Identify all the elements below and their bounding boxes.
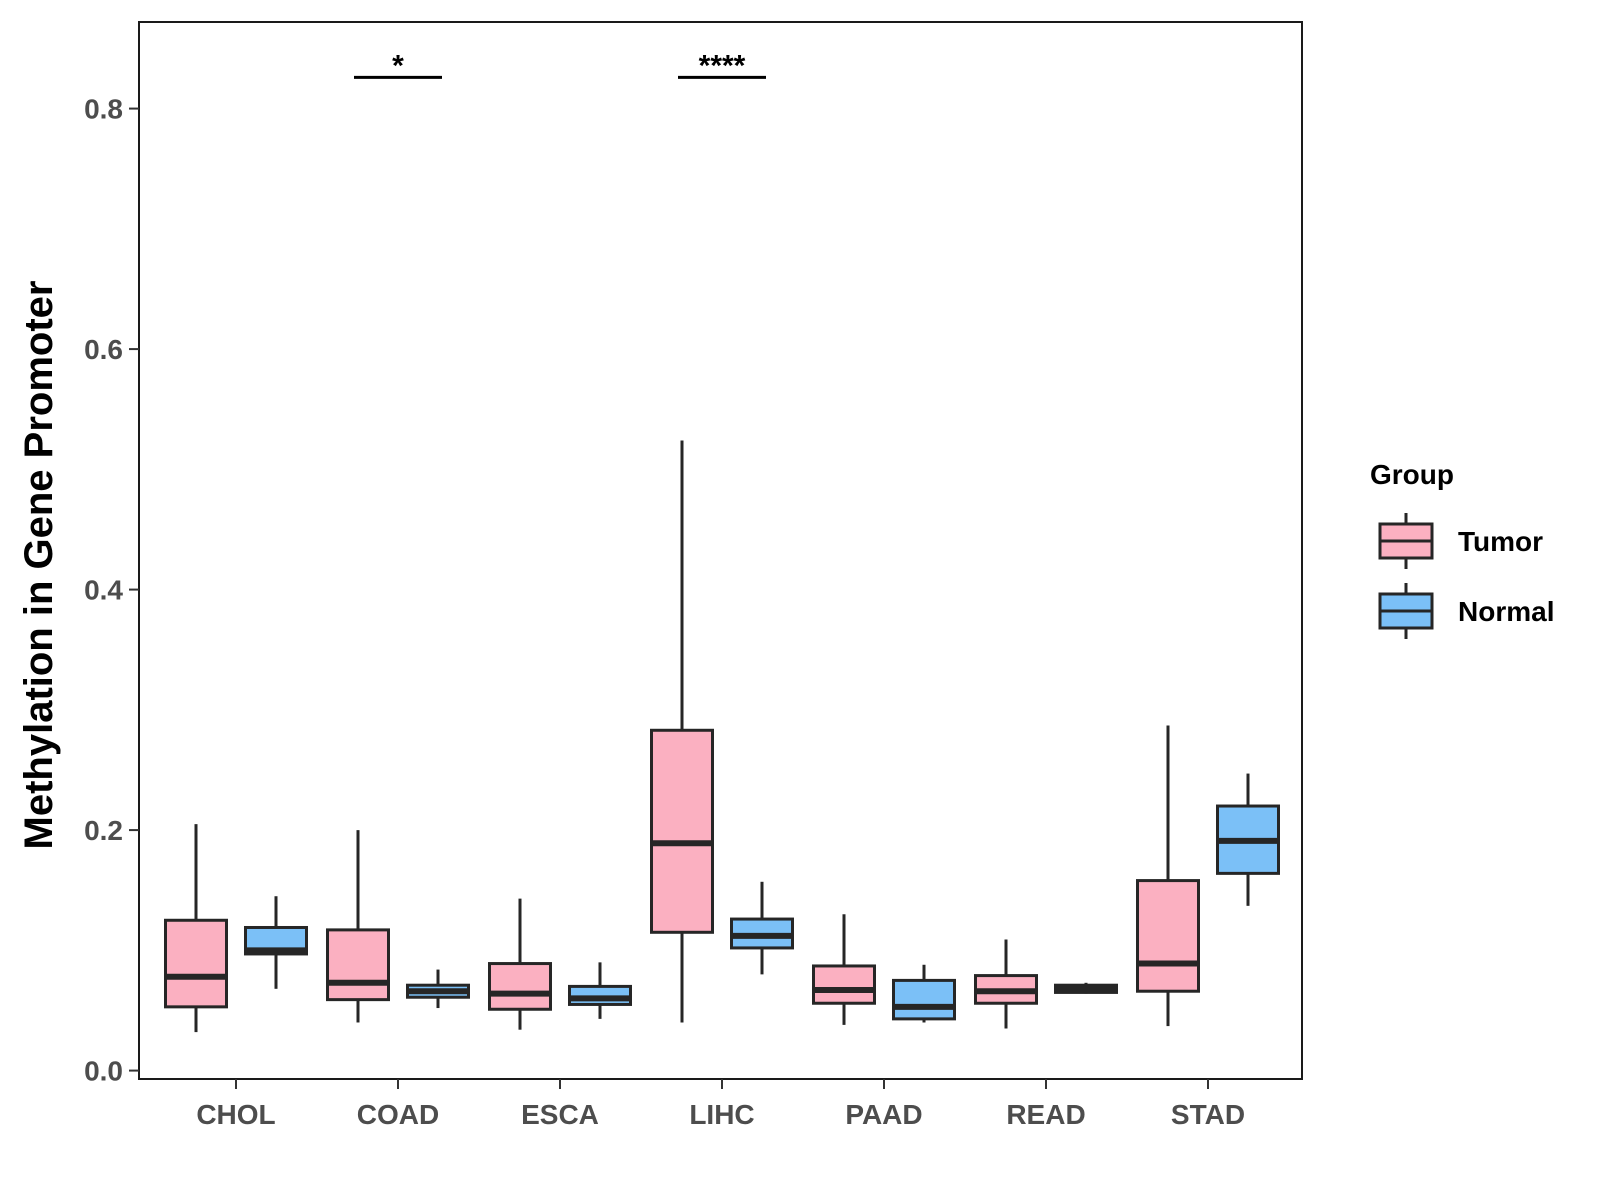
- y-tick-label: 0.4: [84, 575, 123, 606]
- box-body: [488, 962, 552, 1011]
- box-body: [892, 978, 956, 1021]
- x-tick-label: ESCA: [521, 1099, 599, 1130]
- legend-label: Normal: [1458, 596, 1554, 627]
- box-normal-stad: [1216, 773, 1280, 906]
- y-tick-label: 0.8: [84, 94, 123, 125]
- box-body: [1136, 879, 1200, 993]
- x-tick-label: STAD: [1171, 1099, 1245, 1130]
- box-tumor-esca: [488, 898, 552, 1030]
- significance-label: ****: [699, 49, 746, 82]
- legend-label: Tumor: [1458, 526, 1543, 557]
- x-tick-label: PAAD: [845, 1099, 922, 1130]
- box-tumor-paad: [812, 914, 876, 1025]
- x-tick-label: LIHC: [689, 1099, 754, 1130]
- box-normal-esca: [568, 962, 632, 1019]
- box-tumor-stad: [1136, 725, 1200, 1027]
- x-tick-label: COAD: [357, 1099, 439, 1130]
- box-tumor-lihc: [650, 440, 714, 1023]
- box-normal-paad: [892, 964, 956, 1023]
- box-normal-chol: [244, 896, 308, 989]
- box-normal-lihc: [730, 881, 794, 975]
- box-normal-read: [1054, 982, 1118, 994]
- x-tick-label: READ: [1006, 1099, 1085, 1130]
- box-normal-coad: [406, 969, 470, 1009]
- legend-title: Group: [1370, 459, 1454, 490]
- x-axis: CHOL COAD ESCA LIHC PAAD READ STAD: [196, 1079, 1245, 1130]
- box-body: [164, 918, 228, 1009]
- y-tick-label: 0.6: [84, 334, 123, 365]
- legend: Group Tumor Normal: [1370, 459, 1554, 639]
- box-body: [650, 728, 714, 934]
- y-tick-label: 0.2: [84, 815, 123, 846]
- y-axis-title: Methylation in Gene Promoter: [17, 281, 61, 850]
- y-axis: 0.0 0.2 0.4 0.6 0.8: [84, 94, 139, 1087]
- box-body: [812, 964, 876, 1005]
- plot-area: * ****: [164, 49, 1280, 1033]
- box-body: [568, 984, 632, 1006]
- legend-key-normal: [1378, 583, 1434, 639]
- legend-key-tumor: [1378, 513, 1434, 569]
- box-body: [326, 928, 390, 1002]
- box-tumor-coad: [326, 830, 390, 1023]
- panel-border: [138, 21, 1303, 1080]
- x-tick-label: CHOL: [196, 1099, 275, 1130]
- significance-label: *: [392, 49, 404, 82]
- box-tumor-read: [974, 939, 1038, 1029]
- y-tick-label: 0.0: [84, 1056, 123, 1087]
- box-tumor-chol: [164, 824, 228, 1033]
